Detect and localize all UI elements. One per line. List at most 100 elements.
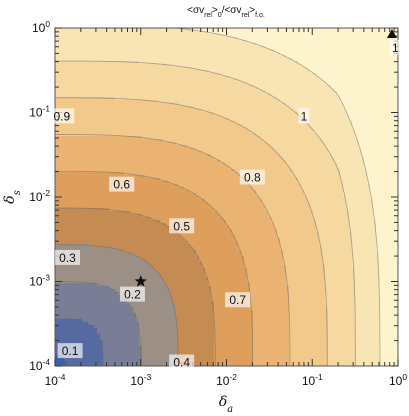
contour-cell <box>82 76 86 80</box>
contour-cell <box>139 91 143 95</box>
contour-cell <box>370 43 374 47</box>
contour-cell <box>370 151 374 155</box>
contour-cell <box>322 94 326 98</box>
contour-cell <box>247 94 251 98</box>
contour-cell <box>253 130 257 134</box>
contour-cell <box>349 64 353 68</box>
contour-cell <box>376 61 380 65</box>
contour-cell <box>370 85 374 89</box>
contour-cell <box>265 34 269 38</box>
contour-cell <box>67 79 71 83</box>
contour-cell <box>103 52 107 56</box>
contour-cell <box>112 34 116 38</box>
contour-cell <box>382 121 386 125</box>
contour-cell <box>268 28 272 32</box>
contour-cell <box>91 97 95 101</box>
contour-cell <box>190 118 194 122</box>
contour-cell <box>70 154 74 158</box>
contour-cell <box>217 118 221 122</box>
contour-cell <box>235 103 239 107</box>
contour-cell <box>283 40 287 44</box>
contour-cell <box>325 70 329 74</box>
contour-cell <box>304 85 308 89</box>
contour-cell <box>241 37 245 41</box>
contour-cell <box>220 37 224 41</box>
contour-cell <box>295 94 299 98</box>
contour-cell <box>187 58 191 62</box>
contour-cell <box>256 97 260 101</box>
contour-cell <box>229 82 233 86</box>
contour-cell <box>193 139 197 143</box>
contour-cell <box>247 28 251 32</box>
contour-cell <box>289 133 293 137</box>
contour-cell <box>334 52 338 56</box>
contour-cell <box>331 76 335 80</box>
contour-cell <box>283 94 287 98</box>
contour-cell <box>289 46 293 50</box>
contour-cell <box>238 73 242 77</box>
contour-cell <box>244 43 248 47</box>
contour-cell <box>223 70 227 74</box>
contour-cell <box>376 133 380 137</box>
contour-cell <box>175 46 179 50</box>
contour-cell <box>142 28 146 32</box>
contour-cell <box>106 127 110 131</box>
contour-cell <box>244 37 248 41</box>
contour-cell <box>85 136 89 140</box>
contour-cell <box>58 64 62 68</box>
contour-cell <box>100 151 104 155</box>
contour-cell <box>115 136 119 140</box>
contour-cell <box>298 55 302 59</box>
contour-cell <box>115 46 119 50</box>
contour-cell <box>190 52 194 56</box>
contour-cell <box>79 130 83 134</box>
contour-cell <box>235 49 239 53</box>
contour-cell <box>367 127 371 131</box>
contour-cell <box>295 70 299 74</box>
contour-cell <box>388 133 392 137</box>
contour-cell <box>97 106 101 110</box>
contour-cell <box>91 37 95 41</box>
contour-cell <box>229 106 233 110</box>
contour-cell <box>187 61 191 65</box>
contour-cell <box>178 34 182 38</box>
contour-cell <box>166 127 170 131</box>
contour-cell <box>349 151 353 155</box>
contour-cell <box>343 55 347 59</box>
contour-cell <box>169 139 173 143</box>
contour-cell <box>295 100 299 104</box>
contour-cell <box>220 31 224 35</box>
contour-cell <box>130 76 134 80</box>
contour-cell <box>331 37 335 41</box>
contour-cell <box>169 28 173 32</box>
contour-cell <box>274 52 278 56</box>
contour-cell <box>361 40 365 44</box>
contour-cell <box>124 40 128 44</box>
contour-cell <box>184 106 188 110</box>
contour-cell <box>208 82 212 86</box>
contour-cell <box>256 61 260 65</box>
contour-cell <box>121 109 125 113</box>
contour-cell <box>394 142 398 146</box>
contour-cell <box>304 67 308 71</box>
contour-cell <box>370 55 374 59</box>
contour-cell <box>274 136 278 140</box>
contour-cell <box>139 70 143 74</box>
contour-cell <box>253 67 257 71</box>
contour-cell <box>340 52 344 56</box>
contour-cell <box>274 145 278 149</box>
contour-cell <box>310 115 314 119</box>
contour-cell <box>313 127 317 131</box>
contour-cell <box>55 31 59 35</box>
contour-cell <box>352 106 356 110</box>
contour-cell <box>301 133 305 137</box>
contour-cell <box>316 79 320 83</box>
contour-cell <box>346 73 350 77</box>
contour-cell <box>82 97 86 101</box>
contour-cell <box>211 37 215 41</box>
contour-cell <box>373 31 377 35</box>
contour-cell <box>88 106 92 110</box>
contour-cell <box>286 61 290 65</box>
contour-cell <box>223 124 227 128</box>
contour-cell <box>337 85 341 89</box>
